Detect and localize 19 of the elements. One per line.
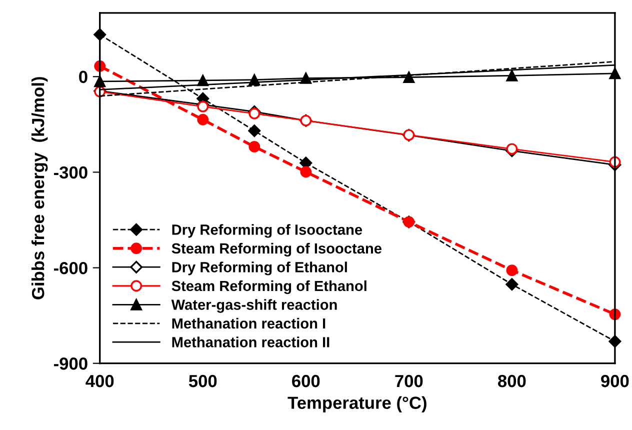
- x-tick-label: 500: [188, 374, 217, 388]
- legend-label: Methanation reaction I: [172, 318, 326, 329]
- legend-label: Methanation reaction II: [172, 336, 330, 348]
- x-tick-label: 600: [292, 374, 320, 388]
- legend-label: Dry Reforming of Ethanol: [172, 262, 347, 276]
- x-axis-title: Temperature (°C): [288, 396, 426, 412]
- legend-label: Water-gas-shift reaction: [171, 299, 337, 313]
- y-tick-label: -300: [54, 166, 88, 179]
- legend-label: Dry Reforming of Isooctane: [172, 224, 362, 238]
- legend-label: Steam Reforming of Isooctane: [172, 242, 382, 257]
- x-tick-label: 900: [601, 374, 629, 388]
- y-tick-label: -900: [54, 358, 88, 370]
- legend-label: Steam Reforming of Ethanol: [172, 280, 366, 294]
- x-tick-label: 800: [498, 374, 526, 388]
- y-tick-label: 0: [79, 70, 88, 84]
- x-tick-label: 700: [395, 374, 423, 388]
- y-axis-title: Gibbs free energy (kJ/mol): [31, 77, 48, 300]
- x-tick-label: 400: [86, 374, 114, 388]
- y-tick-label: -600: [54, 262, 88, 274]
